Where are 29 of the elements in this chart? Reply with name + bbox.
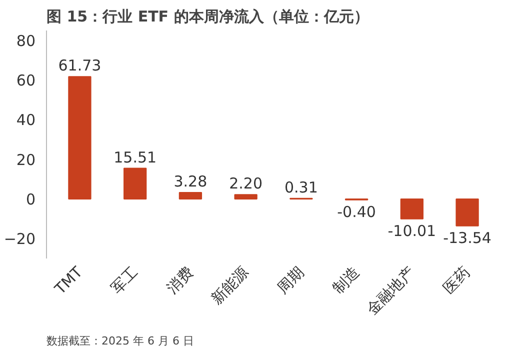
data-label: 2.20 <box>229 174 263 193</box>
x-tick-label: 消费 <box>162 263 197 298</box>
x-tick-label: 新能源 <box>208 263 252 308</box>
y-tick-label: 0 <box>26 190 36 209</box>
data-label: 0.31 <box>284 178 318 196</box>
x-tick-label: 金融地产 <box>363 263 418 318</box>
data-label: 61.73 <box>58 56 102 75</box>
y-tick-label: 80 <box>16 32 36 50</box>
bar <box>124 168 147 200</box>
chart-title: 图 15：行业 ETF 的本周净流入（单位：亿元） <box>46 8 369 26</box>
data-label: -0.40 <box>337 202 376 221</box>
bar <box>68 76 92 200</box>
x-tick-label: 周期 <box>274 263 308 298</box>
bar <box>178 192 202 200</box>
data-label: 3.28 <box>174 172 208 191</box>
bar <box>234 194 258 200</box>
y-tick-label: 40 <box>16 111 36 130</box>
x-tick-label: 军工 <box>108 263 142 298</box>
bar <box>400 198 424 220</box>
text: 数据截至：2025 年 6 月 6 日 <box>46 334 194 348</box>
x-tick-label: 制造 <box>328 263 363 298</box>
y-tick-label: 60 <box>16 72 36 90</box>
data-label: 15.51 <box>114 148 157 166</box>
x-tick-label: 医药 <box>440 263 474 298</box>
data-label: -10.01 <box>388 222 436 240</box>
y-tick-label: −20 <box>4 230 36 248</box>
bar <box>456 198 479 226</box>
y-tick-label: 20 <box>16 150 36 169</box>
data-label: -13.54 <box>443 228 492 247</box>
